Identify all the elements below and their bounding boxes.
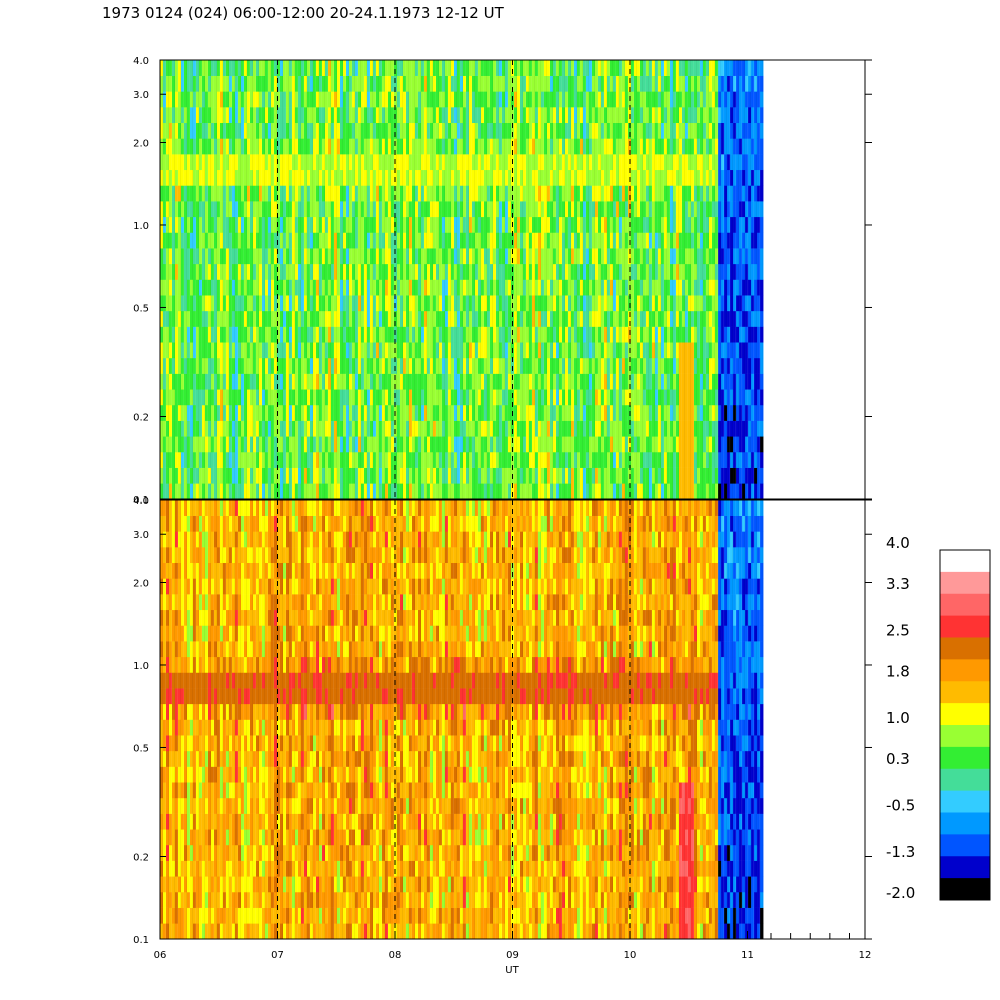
- upper-panel: [160, 60, 764, 500]
- plot-title: 1973 0124 (024) 06:00-12:00 20-24.1.1973…: [102, 4, 504, 22]
